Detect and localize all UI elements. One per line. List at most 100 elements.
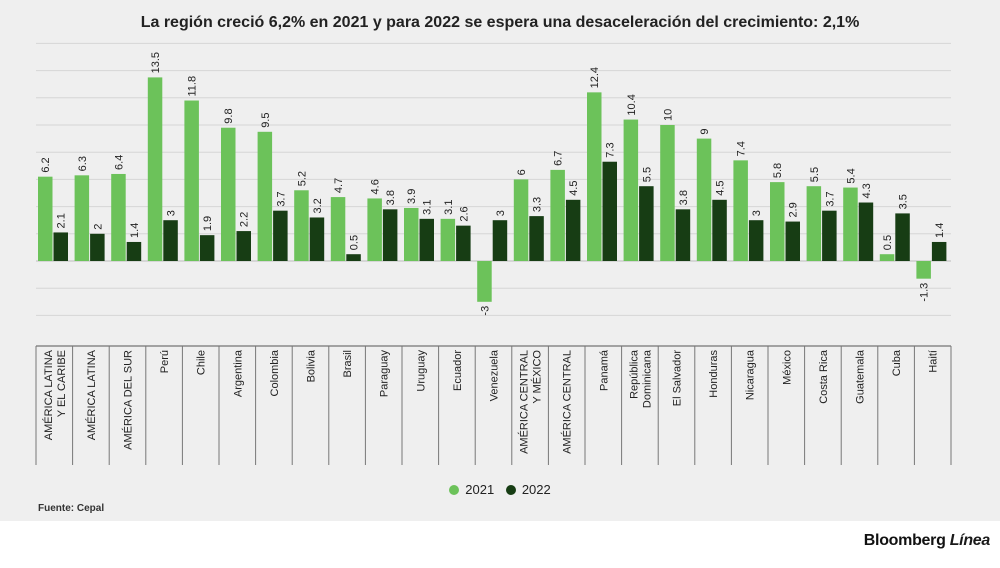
data-label-2021: 6 xyxy=(516,169,528,175)
category-label: Nicaragua xyxy=(745,349,757,400)
data-label-2022: 3.3 xyxy=(532,197,544,212)
brand-accent: Línea xyxy=(949,532,991,549)
legend: 2021 2022 xyxy=(0,482,1000,498)
data-label-2022: 3 xyxy=(751,210,763,216)
legend-swatch-2021 xyxy=(449,484,460,495)
data-label-2021: 7.4 xyxy=(736,141,748,156)
bar-2021 xyxy=(111,173,126,261)
data-label-2022: 2.9 xyxy=(788,202,800,217)
data-label-2022: 3 xyxy=(495,210,507,216)
category-label: Colombia xyxy=(269,349,281,396)
bar-2022 xyxy=(53,232,68,261)
data-label-2022: 4.5 xyxy=(568,181,580,196)
data-label-2021: 4.6 xyxy=(370,179,382,194)
bar-2021 xyxy=(623,119,639,261)
bar-2022 xyxy=(382,209,398,261)
bar-2022 xyxy=(858,202,874,261)
data-label-2022: 3.7 xyxy=(824,191,836,206)
data-label-2022: 3.2 xyxy=(312,198,324,213)
data-label-2021: 6.7 xyxy=(553,151,565,166)
bar-2022 xyxy=(712,199,727,261)
bar-2022 xyxy=(492,220,508,261)
data-label-2021: 6.2 xyxy=(40,157,52,172)
bar-2022 xyxy=(529,216,544,261)
bar-2021 xyxy=(367,198,382,261)
data-label-2021: 5.5 xyxy=(809,167,821,182)
bar-2021 xyxy=(513,179,529,261)
data-label-2021: 13.5 xyxy=(150,52,162,73)
bar-2022 xyxy=(822,210,837,261)
data-label-2021: 11.8 xyxy=(187,76,199,97)
bar-2022 xyxy=(456,225,471,261)
data-label-2022: 7.3 xyxy=(605,142,617,157)
category-label: Perú xyxy=(159,350,171,373)
category-label: Costa Rica xyxy=(818,349,830,404)
category-label: RepúblicaDominicana xyxy=(628,349,653,408)
bar-2021 xyxy=(916,261,931,279)
category-label: AMÉRICA CENTRAL xyxy=(561,350,574,454)
data-label-2022: 3.8 xyxy=(385,190,397,205)
legend-label-2022: 2022 xyxy=(521,482,551,497)
data-label-2022: 3.8 xyxy=(678,190,690,205)
chart-panel: La región creció 6,2% en 2021 y para 202… xyxy=(0,0,1000,521)
bar-2021 xyxy=(221,127,236,261)
data-label-2022: 1.9 xyxy=(202,216,214,231)
data-label-2021: -1.3 xyxy=(919,283,931,302)
bar-2022 xyxy=(785,221,800,261)
bar-2021 xyxy=(38,176,53,261)
bar-2021 xyxy=(696,138,712,261)
bar-2022 xyxy=(90,233,105,261)
data-label-2022: 2.6 xyxy=(458,206,470,221)
data-label-2022: 2 xyxy=(92,224,104,230)
category-label: Venezuela xyxy=(489,349,501,401)
category-label: Argentina xyxy=(232,349,244,397)
bar-2022 xyxy=(236,231,251,261)
data-label-2022: 3 xyxy=(166,210,178,216)
bar-2021 xyxy=(294,190,309,261)
bar-2021 xyxy=(477,261,492,302)
data-label-2021: 3.1 xyxy=(443,200,455,215)
bar-2021 xyxy=(806,186,822,261)
bar-2021 xyxy=(843,187,858,261)
data-label-2022: 3.7 xyxy=(275,191,287,206)
brand-logo: Bloomberg Línea xyxy=(863,532,991,550)
category-label: Ecuador xyxy=(452,350,464,391)
category-label: AMÉRICA LATINA xyxy=(85,349,98,440)
data-label-2022: 2.2 xyxy=(239,212,251,227)
data-label-2022: 5.5 xyxy=(641,167,653,182)
category-label: AMÉRICA CENTRALY MÉXICO xyxy=(518,350,544,454)
bar-2022 xyxy=(748,220,764,261)
category-label: El Salvador xyxy=(672,350,684,407)
data-label-2021: 6.4 xyxy=(113,155,125,170)
bar-chart: 6.2 2.1 AMÉRICA LATINAY EL CARIBE 6.3 2 AMÉRI… xyxy=(35,42,952,465)
bar-2022 xyxy=(419,218,434,261)
bar-2022 xyxy=(602,161,617,261)
bar-2021 xyxy=(660,125,675,261)
bar-2022 xyxy=(309,217,325,261)
data-label-2021: -3 xyxy=(479,306,491,316)
category-label: Uruguay xyxy=(415,350,427,392)
bar-2022 xyxy=(639,186,654,261)
bar-2021 xyxy=(879,254,895,261)
source-note: Fuente: Cepal xyxy=(38,503,105,514)
bar-2022 xyxy=(895,213,910,261)
bar-2022 xyxy=(931,241,947,261)
data-label-2021: 5.4 xyxy=(845,168,857,183)
legend-item-2022: 2022 xyxy=(505,482,551,497)
data-label-2021: 5.8 xyxy=(772,163,784,178)
data-label-2022: 4.3 xyxy=(861,183,873,198)
chart-title: La región creció 6,2% en 2021 y para 202… xyxy=(140,14,860,31)
category-label: México xyxy=(781,350,793,385)
brand-main: Bloomberg xyxy=(863,532,946,549)
category-label: Bolivia xyxy=(306,349,318,382)
data-label-2021: 9.8 xyxy=(223,108,235,123)
bar-2022 xyxy=(675,209,691,261)
legend-item-2021: 2021 xyxy=(449,482,494,497)
legend-swatch-2022 xyxy=(505,484,516,495)
category-label: Panamá xyxy=(598,349,610,391)
bar-2021 xyxy=(770,182,785,261)
category-label: Brasil xyxy=(342,350,354,378)
category-label: Haití xyxy=(928,350,940,373)
legend-label-2021: 2021 xyxy=(465,482,495,497)
data-label-2021: 9 xyxy=(699,128,711,134)
